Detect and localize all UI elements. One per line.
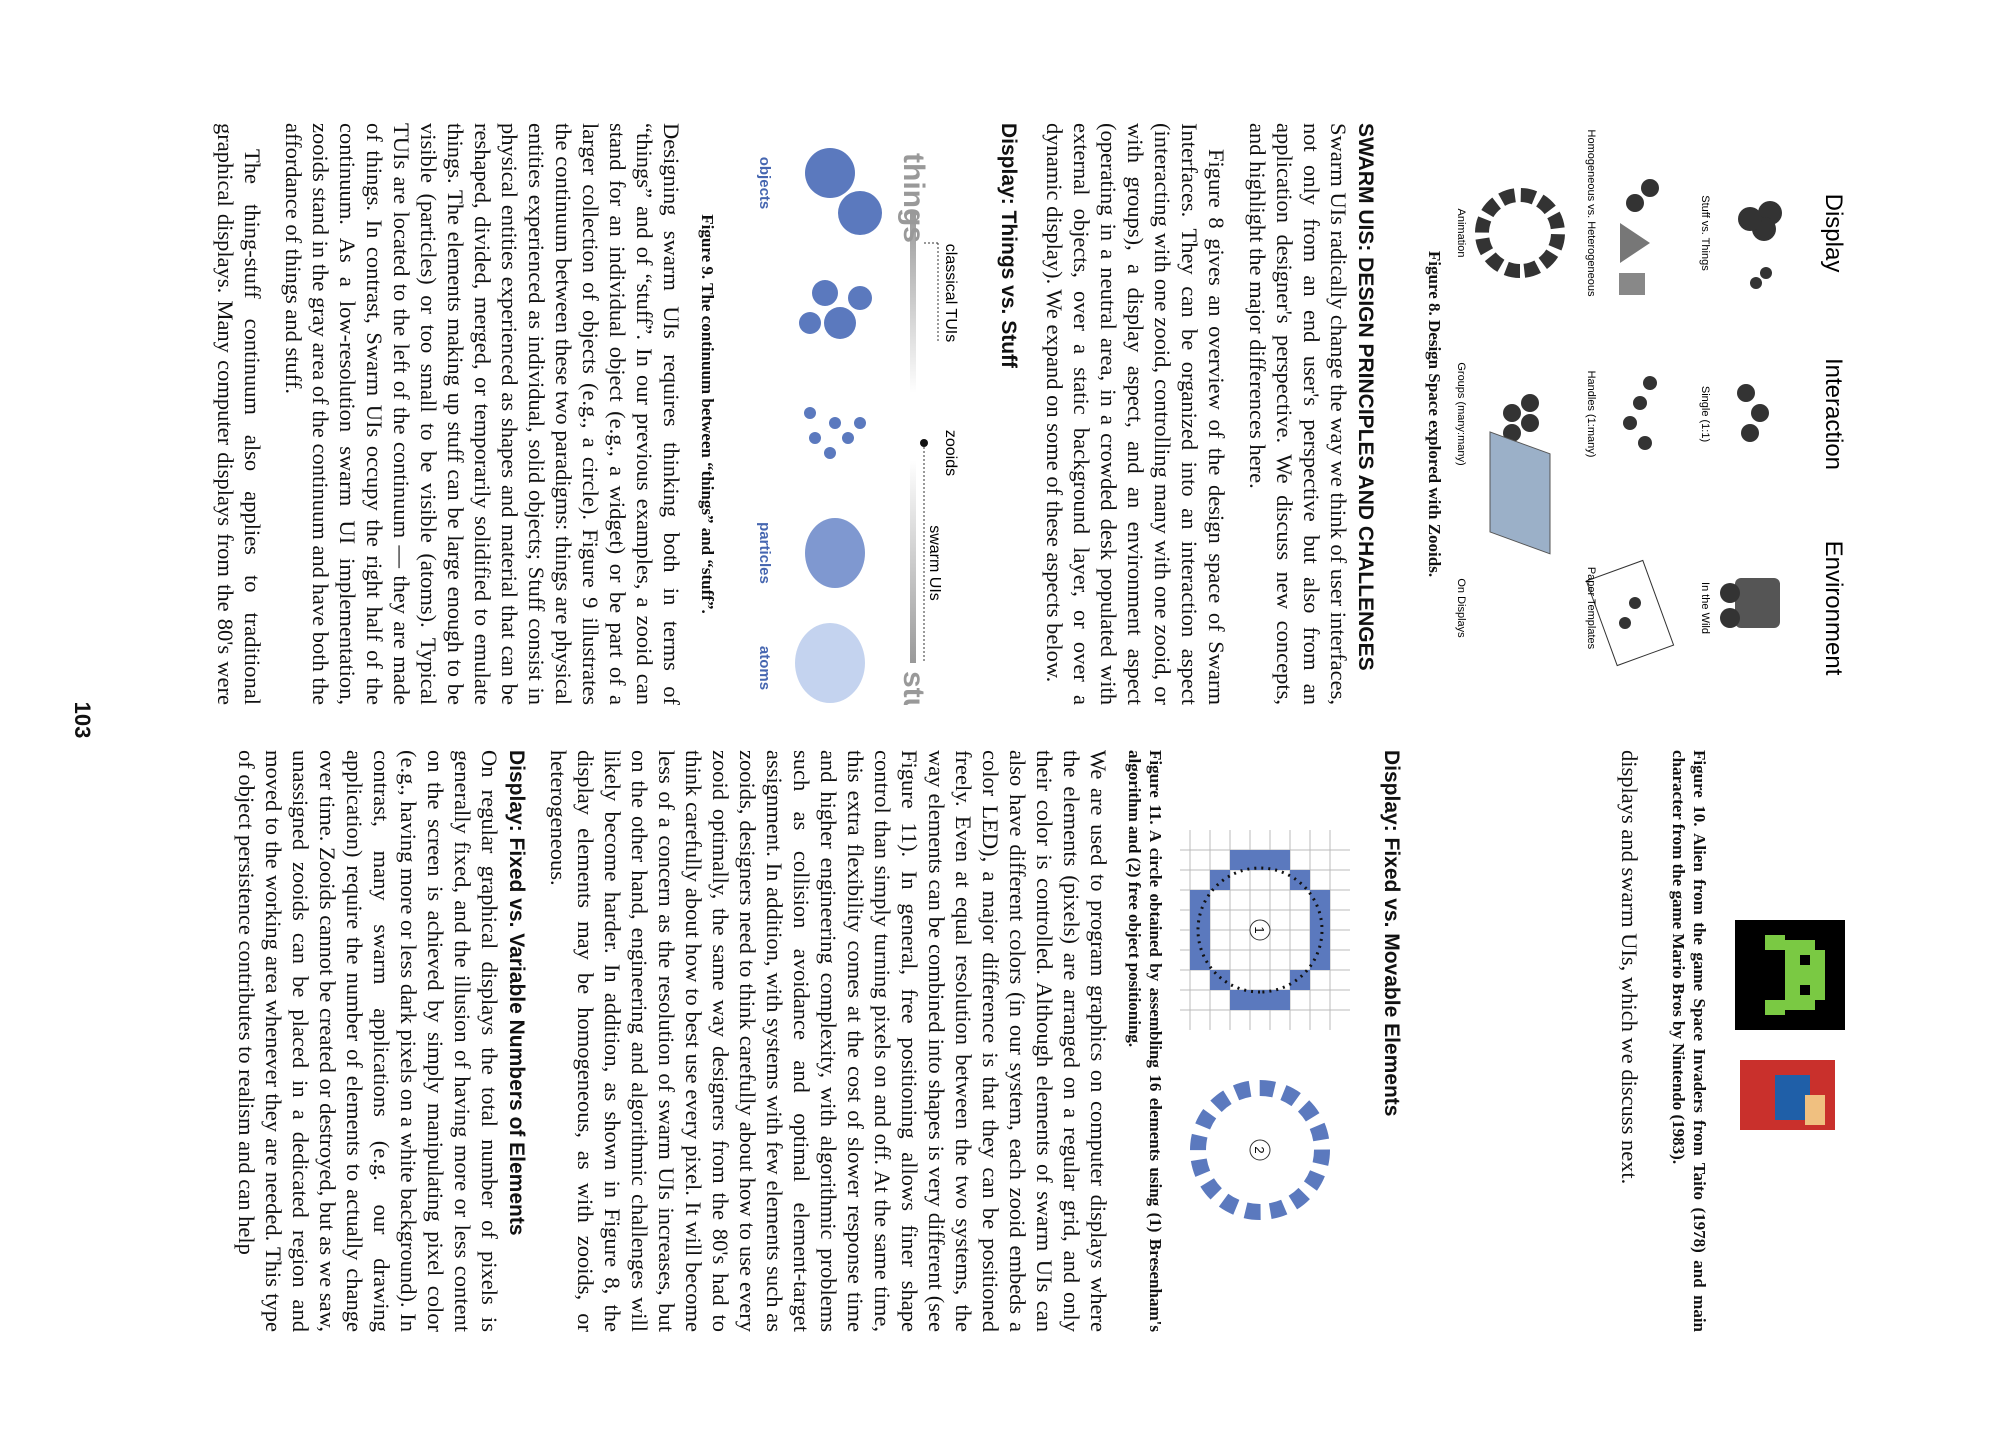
section: Figure 11. A circle obtained by assembli… (233, 750, 1166, 1332)
kind-label: atoms (756, 646, 773, 690)
figure-8-caption-block: Figure 8. Design Space explored with Zoo… (1424, 123, 1445, 705)
things-label: things (897, 153, 930, 243)
continued-text: The thing-stuff continuum also applies t… (1481, 750, 1643, 1332)
kind-label: particles (756, 522, 773, 584)
paragraph: Swarm UIs radically change the way we th… (1245, 123, 1351, 705)
paragraph: The thing-stuff continuum also applies t… (1617, 750, 1642, 1185)
caption: Figure 11. A circle obtained by assembli… (1125, 750, 1165, 1332)
section: SWARM UIS: DESIGN PRINCIPLES AND CHALLEN… (995, 123, 1378, 705)
label: 2 (1252, 1146, 1267, 1153)
caption: Figure 10. Alien from the game Space Inv… (1669, 750, 1709, 1332)
cell-label: Homogeneous vs. Heterogeneous (1585, 130, 1597, 297)
heading: Display: Things vs. Stuff (997, 123, 1020, 369)
figure-10 (1735, 920, 1845, 1130)
label: 1 (1252, 926, 1267, 933)
column-label: Interaction (1820, 358, 1847, 470)
caption: Figure 9. The continuum between “things”… (698, 214, 717, 614)
heading: SWARM UIS: DESIGN PRINCIPLES AND CHALLEN… (1354, 123, 1377, 671)
column-label: Environment (1820, 541, 1847, 676)
figure-8: Display Interaction Environment Stuff vs… (1455, 130, 1847, 676)
paragraph: The thing-stuff continuum also applies t… (213, 123, 265, 705)
heading: Display: Fixed vs. Movable Elements (1380, 750, 1403, 1117)
paragraph: Figure 8 gives an overview of the design… (1042, 123, 1229, 705)
label: swarm UIs (926, 525, 943, 601)
paragraph: On regular graphical displays the total … (234, 750, 502, 1332)
kind-label: objects (756, 157, 773, 210)
stuff-label: stuff (897, 671, 930, 705)
paragraph: Designing swarm UIs requires thinking bo… (281, 123, 684, 705)
section: Display: Fixed vs. Movable Elements (1378, 750, 1404, 1332)
cell-label: On Displays (1455, 578, 1467, 638)
caption: Figure 8. Design Space explored with Zoo… (1425, 250, 1444, 578)
cell-label: Stuff vs. Things (1699, 195, 1711, 271)
label: classical TUIs (942, 244, 959, 342)
column-label: Display (1820, 194, 1847, 273)
figure-11: 1 2 (1180, 830, 1350, 1220)
section: Figure 10. Alien from the game Space Inv… (1668, 750, 1710, 1332)
heading: Display: Fixed vs. Variable Numbers of E… (505, 750, 528, 1236)
section: Figure 9. The continuum between “things”… (212, 123, 718, 705)
cell-label: Paper Templates (1585, 567, 1597, 650)
figure-9: classical TUIs zooids swarm UIs things s… (756, 148, 959, 705)
paragraph: We are used to program graphics on compu… (546, 750, 1111, 1332)
cell-label: Single (1:1) (1699, 386, 1711, 442)
cell-label: In the Wild (1699, 582, 1711, 634)
page-number: 103 (70, 701, 95, 739)
cell-label: Groups (many:many) (1455, 362, 1467, 465)
zooid-sketches (1475, 179, 1782, 667)
label: zooids (942, 430, 959, 476)
cell-label: Animation (1455, 209, 1467, 258)
cell-label: Handles (1:many) (1585, 371, 1597, 458)
